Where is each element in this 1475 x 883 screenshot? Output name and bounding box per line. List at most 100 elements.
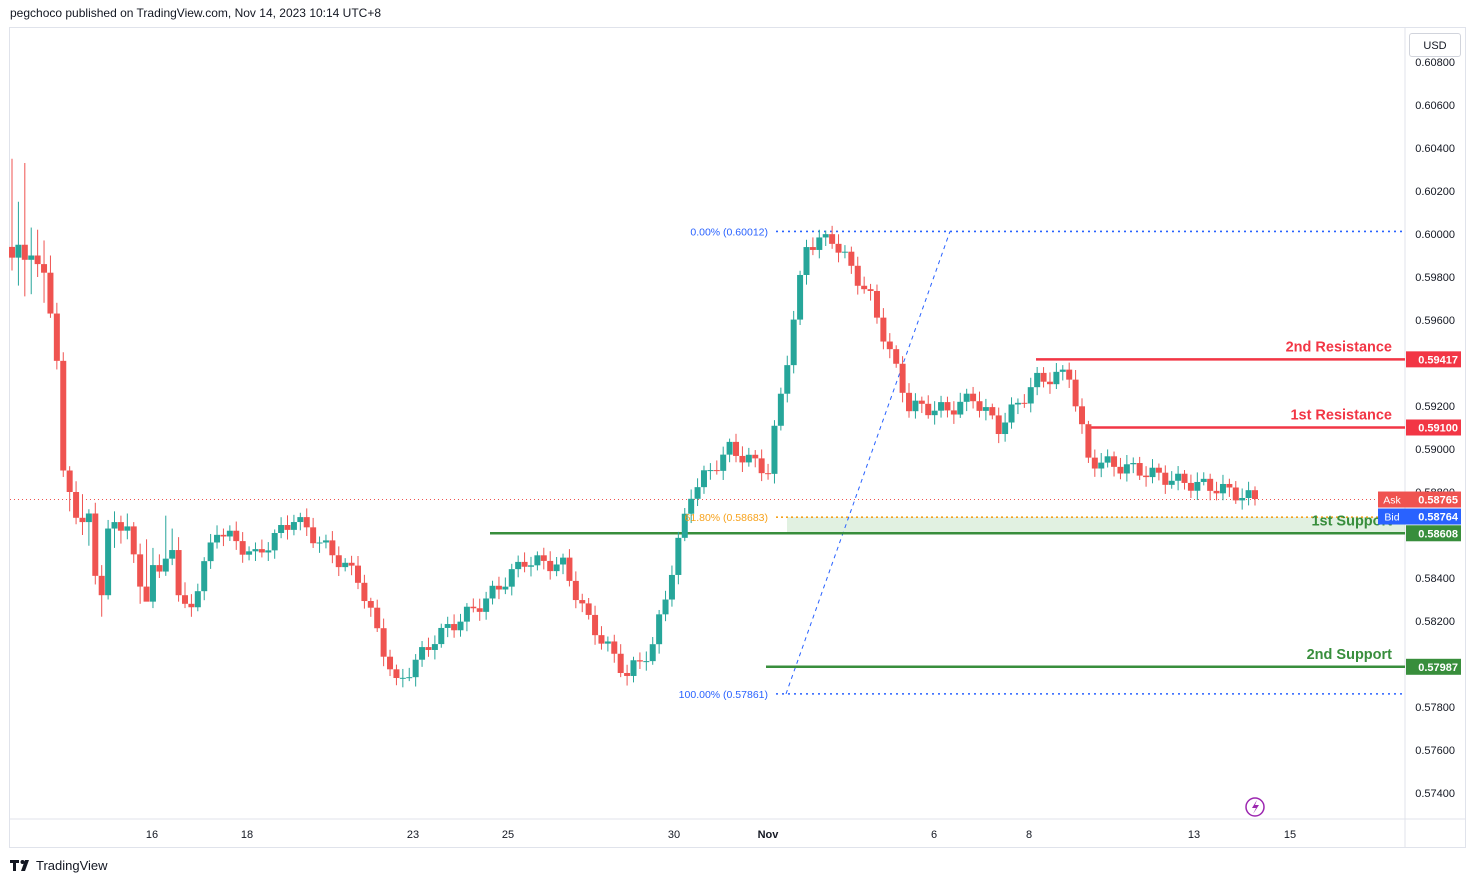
price-tag-label: 0.58608: [1418, 528, 1458, 540]
candle-body: [53, 313, 60, 361]
candle-body: [688, 498, 695, 514]
candle-body: [451, 624, 458, 631]
candle-body: [1085, 424, 1092, 458]
candle-body: [534, 555, 541, 566]
candle-body: [963, 393, 970, 402]
candle-body: [733, 441, 740, 456]
lightning-icon: [1245, 797, 1265, 817]
candle-body: [1252, 490, 1258, 500]
candle-body: [694, 487, 701, 499]
candle-body: [1059, 369, 1066, 372]
level-labels: 0.00% (0.60012) 61.80% (0.58683) 100.00% (…: [679, 226, 1392, 700]
price-tag: [1406, 351, 1461, 368]
candle-body: [765, 473, 772, 475]
candle-body: [47, 272, 54, 314]
candle-body: [15, 244, 22, 258]
candle-body: [322, 540, 329, 543]
candle-body: [630, 660, 637, 676]
candle-body: [34, 255, 41, 265]
candle-body: [822, 234, 829, 238]
candle-body: [419, 647, 426, 660]
level-lines: [10, 230, 1405, 695]
candle-body: [316, 542, 323, 544]
candle-body: [527, 565, 534, 567]
support-label: 1st Support: [1311, 513, 1392, 529]
candle-body: [643, 661, 650, 663]
candle-body: [188, 603, 195, 608]
candle-body: [508, 569, 515, 587]
candle-body: [700, 470, 707, 488]
candle-body: [918, 400, 925, 404]
candle-body: [117, 522, 124, 531]
ask-price-tag: [1406, 491, 1461, 508]
candle-body: [547, 560, 554, 572]
candle-body: [374, 607, 381, 629]
candle-body: [540, 555, 547, 561]
time-tick-label: 13: [1188, 829, 1200, 841]
time-tick-label: 8: [1026, 829, 1032, 841]
price-tag: [1406, 419, 1461, 436]
time-tick-label: 15: [1284, 829, 1296, 841]
candle-body: [1155, 467, 1162, 473]
candle-body: [1143, 475, 1150, 478]
currency-selector[interactable]: USD: [1409, 33, 1461, 57]
candle-body: [636, 660, 643, 662]
candle-body: [1111, 456, 1118, 467]
candle-body: [809, 247, 816, 250]
candle-body: [1207, 478, 1214, 491]
candle-body: [489, 585, 496, 599]
candle-body: [425, 647, 432, 650]
candle-body: [1066, 369, 1073, 380]
candle-body: [438, 627, 445, 645]
candle-body: [976, 401, 983, 411]
bid-tag: [1378, 508, 1406, 525]
candle-body: [1181, 473, 1188, 483]
candle-body: [124, 526, 131, 531]
candle-body: [181, 595, 188, 604]
price-tick-label: 0.57400: [1415, 788, 1455, 800]
candle-body: [1117, 466, 1124, 474]
candle-body: [1245, 490, 1252, 498]
candle-body: [1014, 402, 1021, 405]
candle-body: [886, 341, 893, 350]
candle-body: [361, 582, 368, 602]
candle-body: [950, 410, 957, 415]
candle-body: [73, 492, 80, 518]
footer-brand: TradingView: [36, 857, 108, 873]
candle-body: [720, 454, 727, 471]
candle-body: [1104, 456, 1111, 463]
candle-body: [220, 534, 227, 537]
candle-body: [944, 402, 951, 411]
candle-body: [290, 522, 297, 530]
price-tick-label: 0.59000: [1415, 444, 1455, 456]
candle-body: [592, 614, 599, 636]
candle-body: [1168, 480, 1175, 485]
candle-body: [835, 243, 842, 253]
candle-body: [938, 402, 945, 411]
candle-body: [553, 564, 560, 572]
price-tag-label: 0.59417: [1418, 354, 1458, 366]
candle-body: [579, 600, 586, 604]
candle-body: [1040, 372, 1047, 382]
price-tick-label: 0.60200: [1415, 186, 1455, 198]
candle-body: [585, 603, 592, 615]
candle-body: [617, 653, 624, 673]
candle-body: [611, 641, 618, 654]
candle-body: [1213, 490, 1220, 494]
candle-body: [28, 255, 35, 260]
candle-body: [1021, 402, 1028, 404]
candle-body: [675, 537, 682, 575]
time-tick-label: 25: [502, 829, 514, 841]
price-tag: [1406, 658, 1461, 675]
candle-body: [1200, 478, 1207, 482]
resistance-label: 2nd Resistance: [1286, 339, 1392, 355]
candle-body: [85, 513, 92, 523]
candle-body: [662, 599, 669, 615]
candle-body: [784, 365, 791, 394]
price-tick-label: 0.60000: [1415, 229, 1455, 241]
candle-body: [444, 624, 451, 628]
candle-body: [175, 550, 182, 596]
candle-body: [1072, 379, 1079, 407]
price-tick-label: 0.58200: [1415, 616, 1455, 628]
